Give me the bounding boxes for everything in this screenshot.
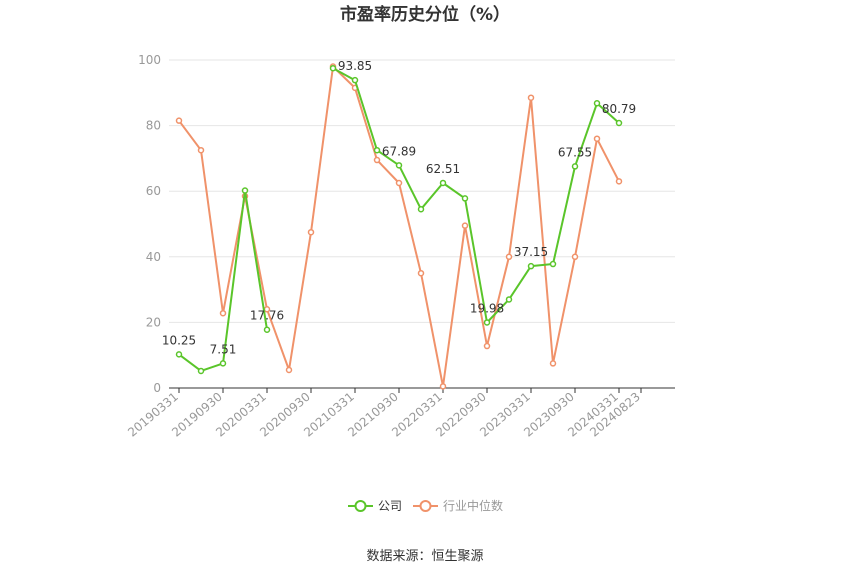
data-point[interactable] (417, 205, 425, 213)
y-tick-label: 100 (138, 53, 161, 67)
data-point[interactable] (285, 366, 293, 374)
y-tick-label: 20 (146, 315, 161, 329)
data-point[interactable] (571, 253, 579, 261)
data-point[interactable] (373, 146, 381, 154)
data-label: 67.89 (382, 144, 416, 158)
data-point[interactable] (197, 367, 205, 375)
x-axis: 2019033120190930202003312020093020210331… (125, 387, 675, 440)
data-point[interactable] (219, 360, 227, 367)
y-tick-label: 80 (146, 119, 161, 133)
data-label: 19.98 (470, 301, 504, 315)
legend-label: 行业中位数 (443, 498, 503, 513)
legend-item-company[interactable]: 公司 (348, 499, 402, 513)
data-point[interactable] (329, 64, 337, 72)
data-point[interactable] (373, 156, 381, 164)
legend-marker (419, 500, 432, 512)
data-point[interactable] (461, 195, 469, 202)
data-point[interactable] (439, 179, 447, 187)
data-point[interactable] (263, 326, 271, 333)
data-point[interactable] (175, 117, 183, 124)
y-tick-label: 60 (146, 184, 161, 198)
data-point[interactable] (615, 178, 623, 185)
series-line (178, 65, 620, 388)
source-note: 数据来源：恒生聚源 (366, 549, 483, 564)
data-point[interactable] (351, 76, 359, 84)
data-point[interactable] (395, 162, 403, 169)
data-label: 37.15 (514, 245, 548, 259)
data-point[interactable] (549, 360, 557, 367)
data-point[interactable] (527, 262, 535, 270)
data-label: 17.76 (250, 309, 284, 323)
data-point[interactable] (241, 187, 249, 194)
data-label: 93.85 (338, 59, 372, 73)
data-label: 7.51 (210, 342, 237, 356)
data-point[interactable] (417, 269, 425, 277)
legend-marker (354, 500, 367, 512)
data-point[interactable] (175, 351, 183, 358)
series-company (175, 64, 623, 375)
data-label: 80.79 (602, 102, 636, 116)
data-label: 62.51 (426, 162, 460, 176)
legend[interactable]: 公司 行业中位数 (348, 498, 503, 513)
data-point[interactable] (615, 119, 623, 127)
data-point[interactable] (505, 253, 513, 261)
y-tick-label: 40 (146, 250, 161, 264)
data-point[interactable] (593, 135, 601, 142)
data-label: 67.55 (558, 145, 592, 159)
data-point[interactable] (549, 260, 557, 268)
data-point[interactable] (395, 179, 403, 187)
series-industry-median (175, 63, 623, 390)
grid-lines (169, 59, 675, 323)
data-label: 10.25 (162, 333, 196, 347)
data-point[interactable] (219, 309, 227, 317)
data-labels: 10.25 7.51 17.76 93.85 67.89 62.51 19.98 37.15 6… (162, 59, 636, 356)
data-point[interactable] (307, 228, 315, 236)
data-point[interactable] (571, 163, 579, 170)
data-point[interactable] (593, 100, 601, 107)
data-point[interactable] (527, 94, 535, 101)
data-point[interactable] (461, 222, 469, 229)
data-point[interactable] (505, 296, 513, 303)
data-point[interactable] (439, 383, 447, 390)
y-axis-ticks: 0 20 40 60 80 100 (138, 53, 161, 395)
y-tick-label: 0 (153, 381, 161, 395)
series-line (178, 67, 620, 372)
chart-title: 市盈率历史分位（%） (340, 4, 510, 25)
data-point[interactable] (197, 146, 205, 154)
series-layer (175, 63, 623, 390)
legend-label: 公司 (378, 499, 402, 513)
legend-item-industry[interactable]: 行业中位数 (413, 498, 503, 513)
data-point[interactable] (483, 342, 491, 350)
data-point[interactable] (483, 319, 491, 326)
